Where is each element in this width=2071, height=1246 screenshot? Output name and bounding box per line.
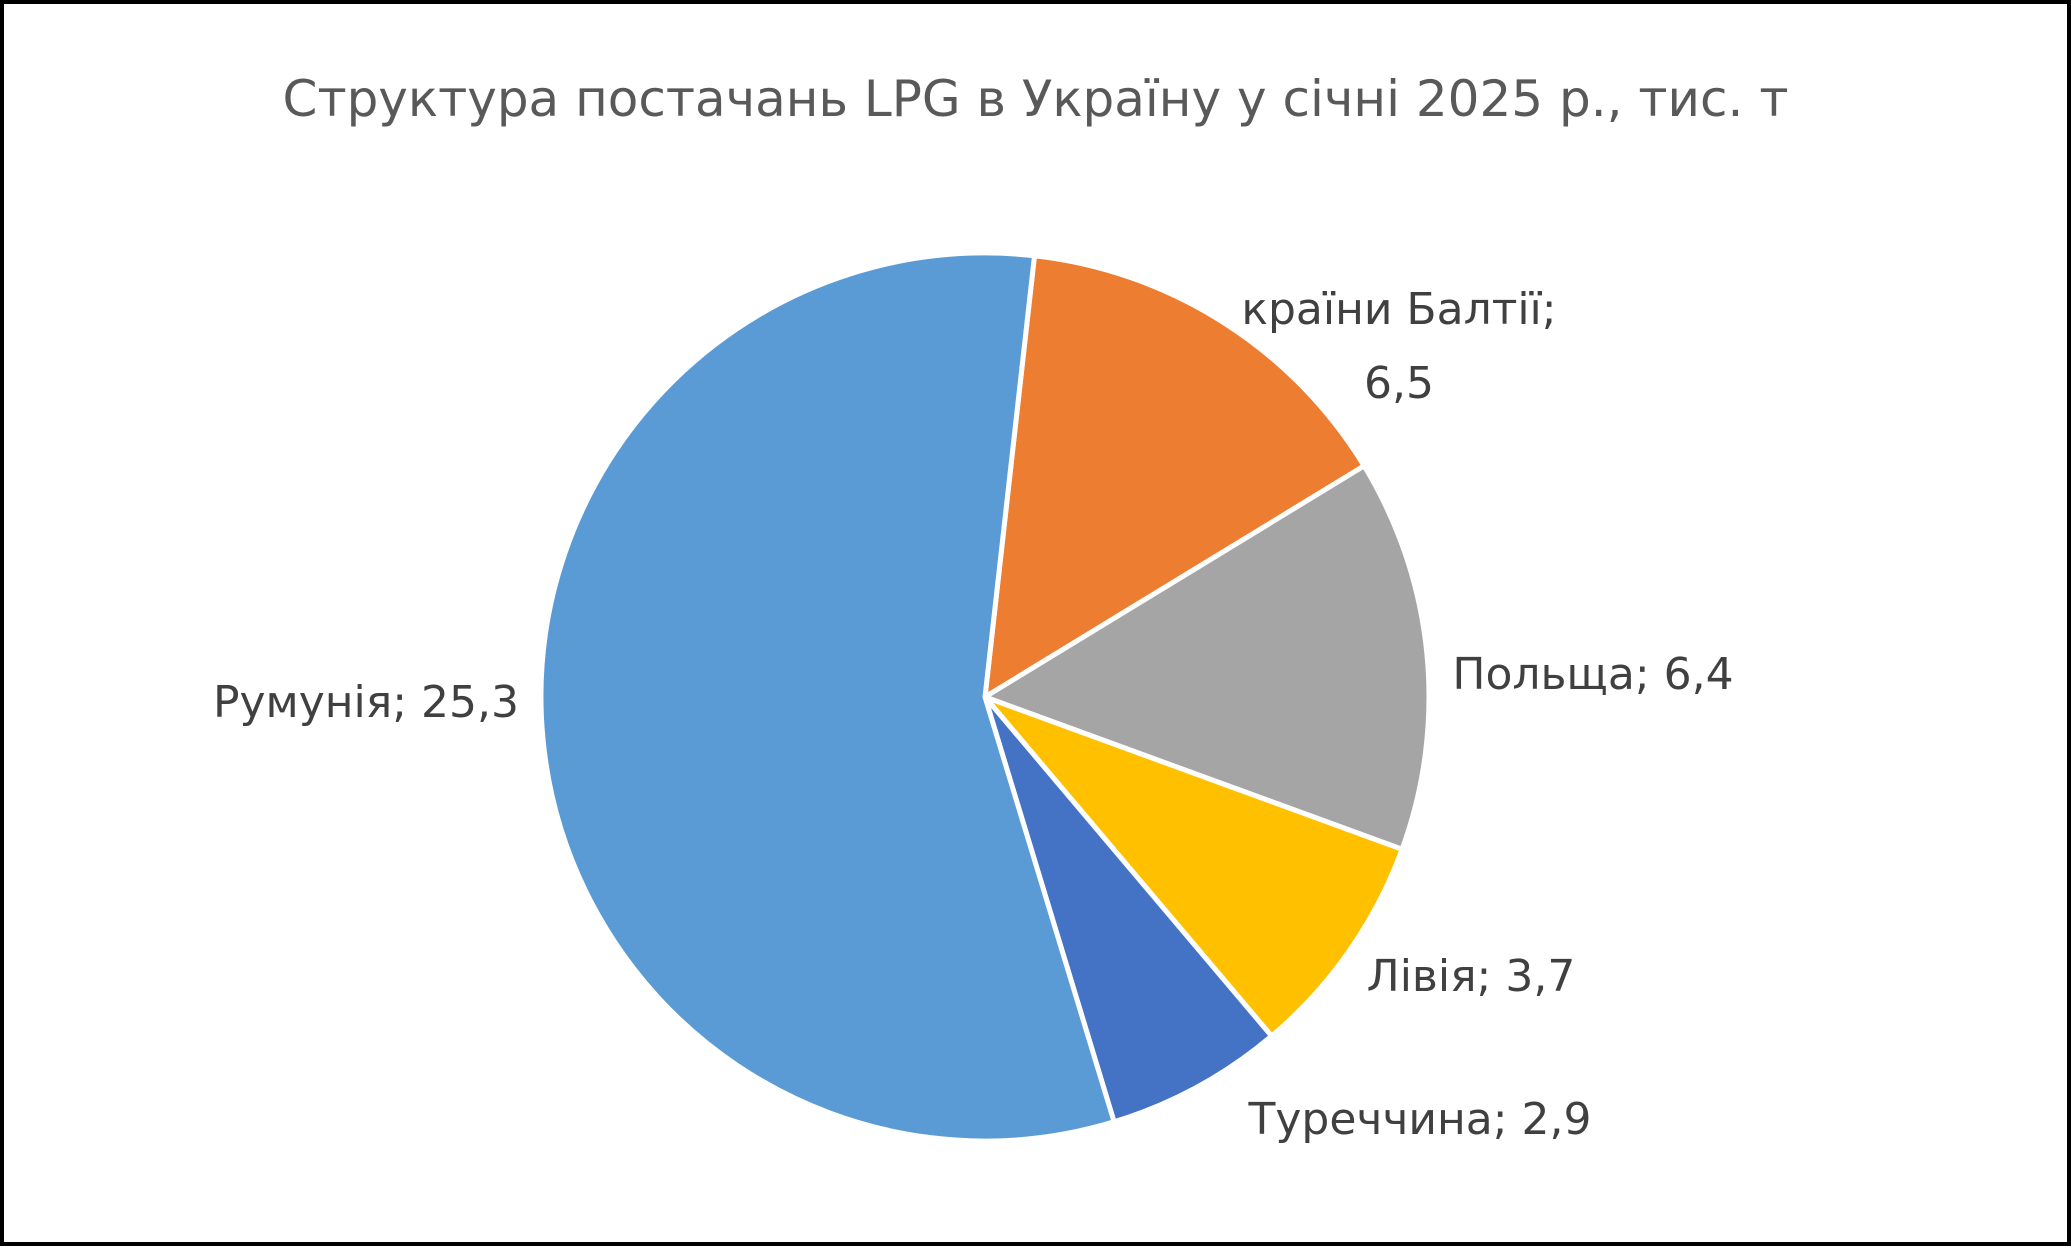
data-label: Румунія; 25,3 (212, 677, 520, 728)
pie-slice (982, 463, 1432, 852)
pie-slice (538, 250, 1117, 1144)
data-label: Туреччина; 2,9 (1248, 1094, 1592, 1145)
data-label: Лівія; 3,7 (1366, 951, 1576, 1002)
pie-slice (982, 253, 1367, 700)
data-label: Польща; 6,4 (1452, 649, 1734, 700)
pie-area (538, 250, 1432, 1144)
pie-slice (982, 694, 1275, 1125)
chart-title: Структура постачань LPG в Україну у січн… (282, 70, 1789, 128)
data-label: країни Балтії; 6,5 (1241, 284, 1557, 409)
pie-slice (982, 694, 1405, 1039)
